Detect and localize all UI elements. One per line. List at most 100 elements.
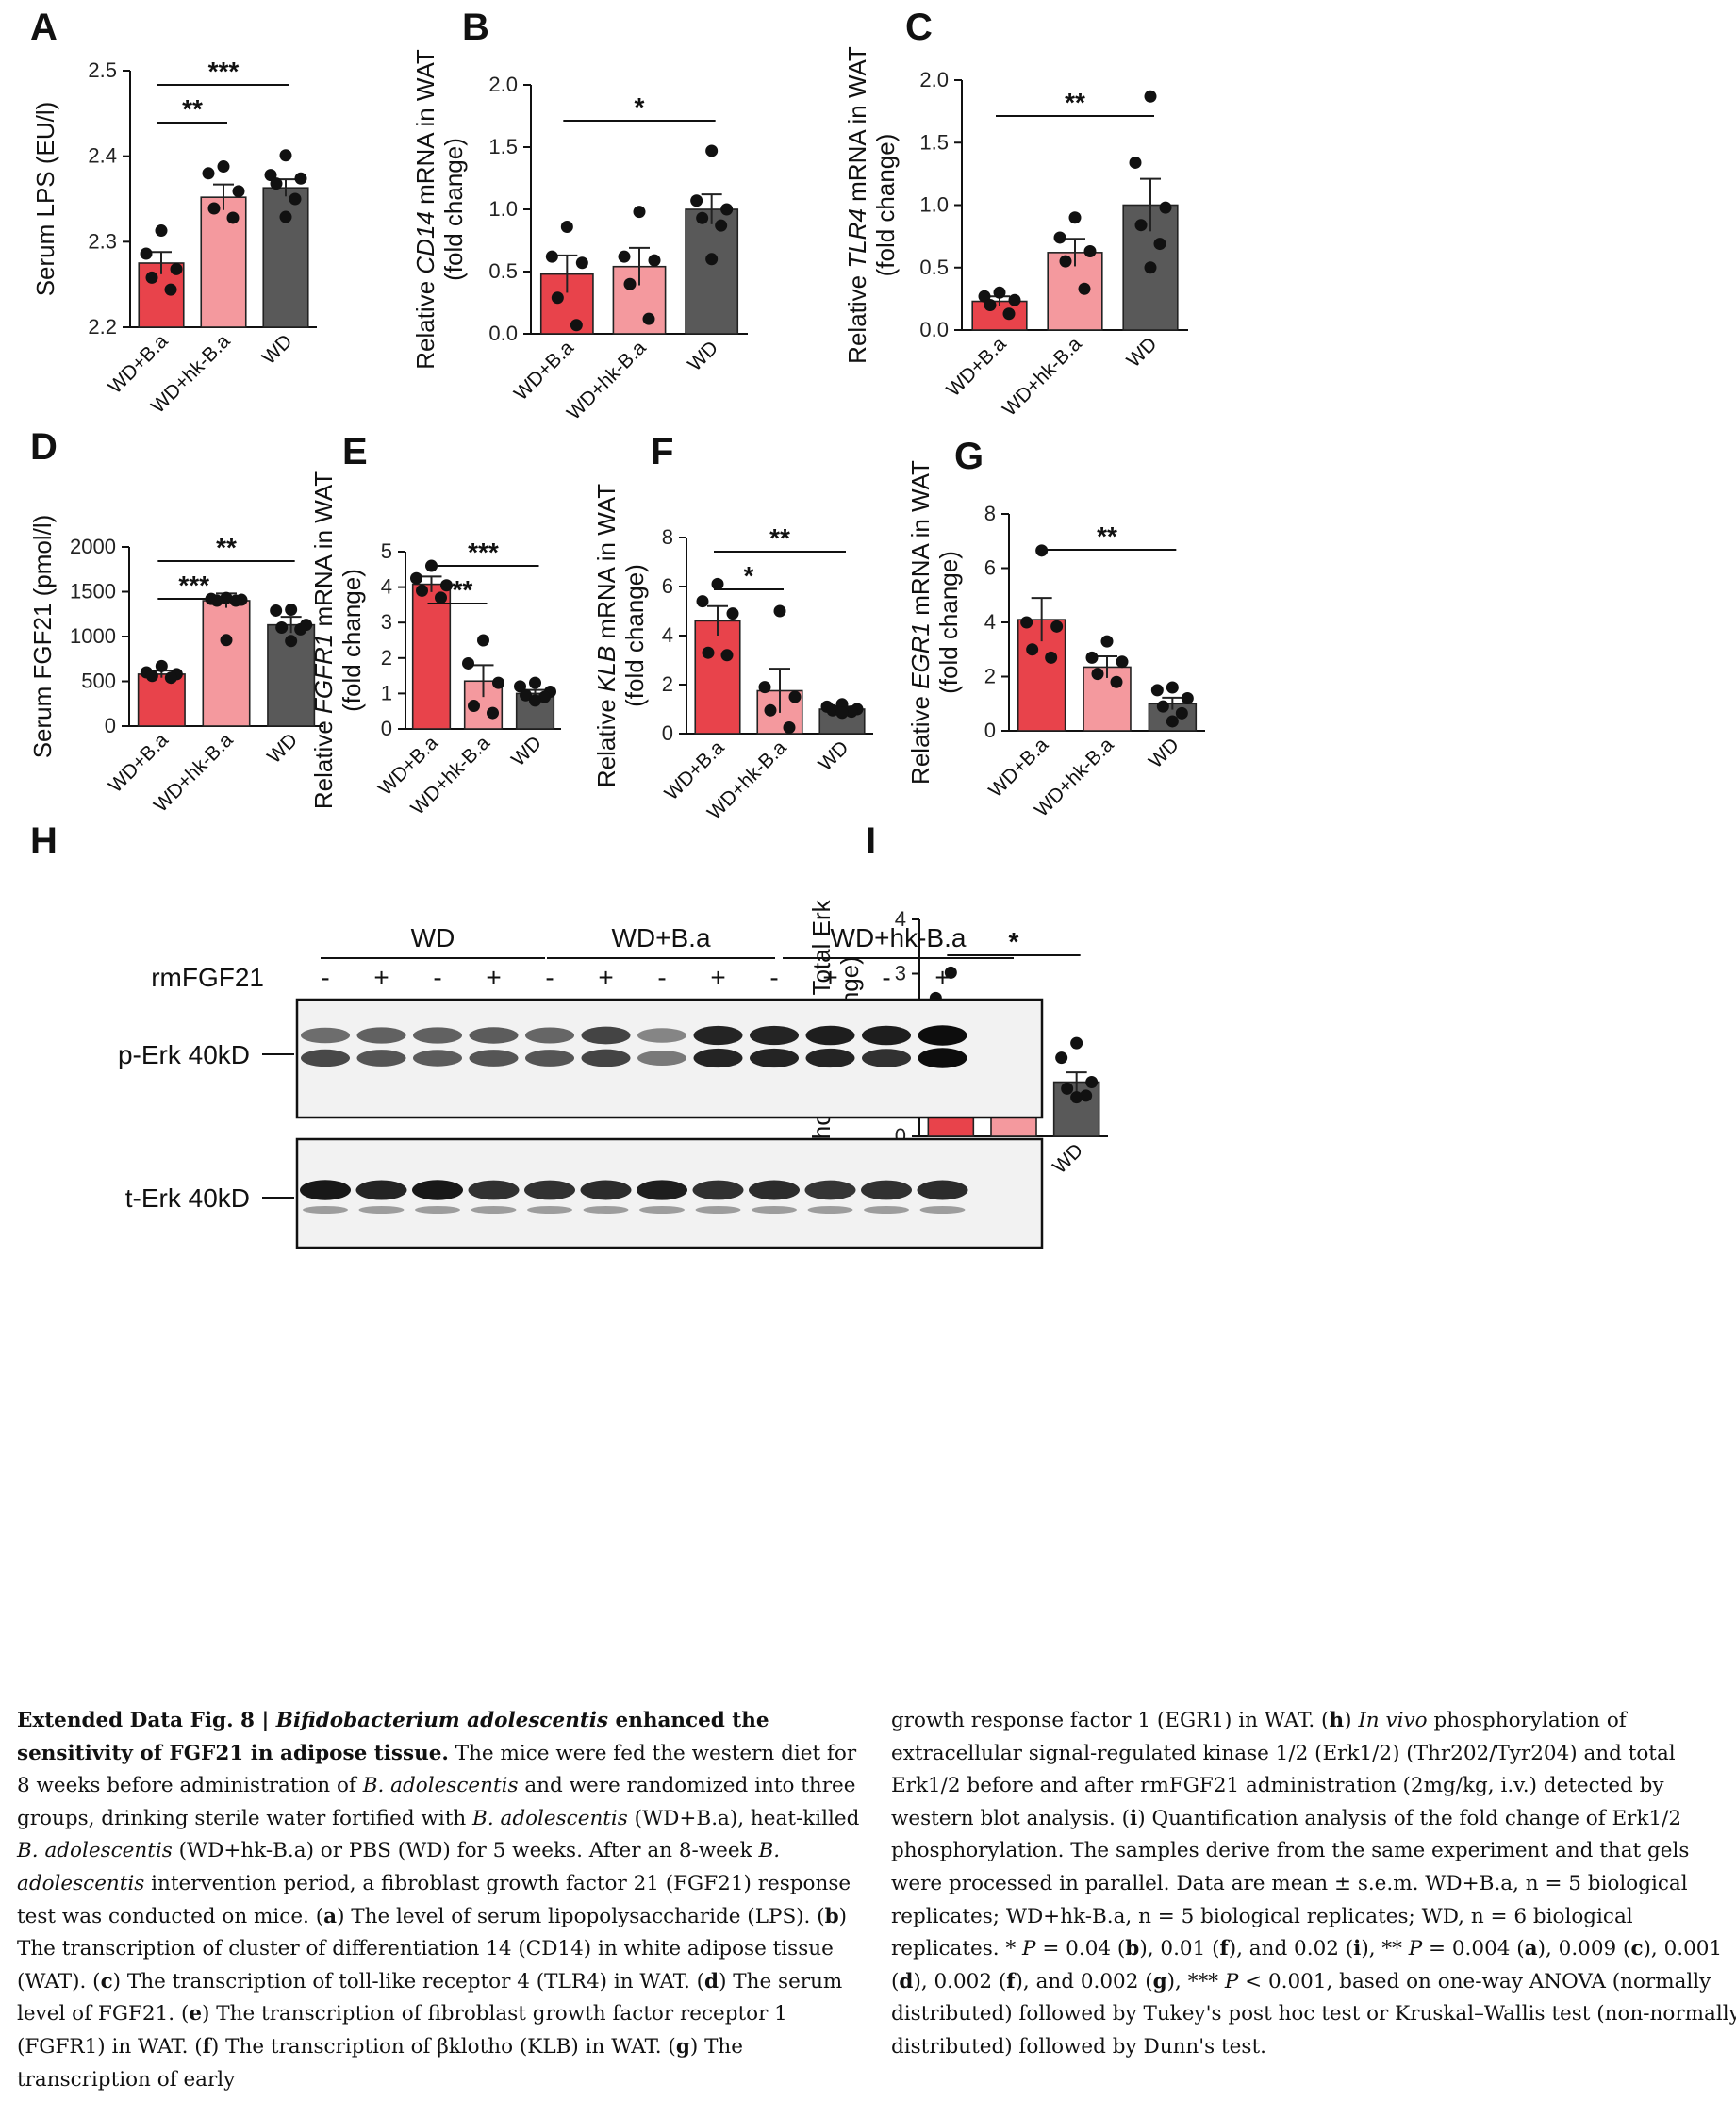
y-tick-label: 3 bbox=[381, 610, 392, 634]
y-tick-label: 5 bbox=[381, 539, 392, 563]
y-axis-label-line2: (fold change) bbox=[871, 134, 900, 277]
data-point bbox=[1080, 1089, 1093, 1102]
caption-left-column: Extended Data Fig. 8 | Bifidobacterium a… bbox=[17, 1705, 870, 2096]
data-point bbox=[1059, 255, 1072, 268]
terk-band bbox=[355, 1180, 407, 1200]
terk-band bbox=[749, 1180, 800, 1200]
caption-run: (WD+B.a), heat-killed bbox=[627, 1806, 860, 1830]
data-point bbox=[1159, 201, 1172, 214]
terk-band-faint bbox=[471, 1206, 517, 1214]
data-point bbox=[1061, 1082, 1074, 1095]
caption-run: B. adolescentis bbox=[17, 1839, 781, 1895]
terk-band-faint bbox=[527, 1206, 572, 1214]
caption-run: ) The transcription of toll-like recepto… bbox=[112, 1969, 705, 1993]
data-point bbox=[696, 211, 709, 224]
caption-run: phosphorylation of extracellular signal-… bbox=[891, 1709, 1676, 1830]
y-tick-label: 2.4 bbox=[88, 144, 117, 168]
data-point bbox=[210, 594, 223, 607]
data-point bbox=[1053, 231, 1066, 244]
lane-sign: - bbox=[433, 963, 441, 992]
data-point bbox=[1020, 616, 1033, 629]
y-tick-label: 1.5 bbox=[488, 135, 518, 158]
category-label: WD+hk-B.a bbox=[563, 337, 651, 424]
caption-right-text: growth response factor 1 (EGR1) in WAT. … bbox=[891, 1705, 1736, 2064]
terk-band bbox=[468, 1180, 520, 1200]
y-axis-label-line2: (fold change) bbox=[338, 569, 366, 712]
caption-run: ) The level of serum lipopolysaccharide … bbox=[337, 1904, 825, 1928]
significance-label: ** bbox=[216, 533, 237, 562]
data-point bbox=[702, 646, 715, 659]
data-point bbox=[468, 700, 480, 713]
perk-band-lower bbox=[637, 1050, 686, 1066]
lane-sign: + bbox=[822, 963, 837, 992]
bar-wd bbox=[262, 187, 309, 328]
data-point bbox=[1070, 1036, 1083, 1050]
significance-label: *** bbox=[442, 575, 473, 604]
data-point bbox=[285, 635, 298, 648]
data-point bbox=[270, 177, 283, 190]
blot-row-label: t-Erk 40kD bbox=[125, 1183, 250, 1213]
blot-row-label: p-Erk 40kD bbox=[118, 1040, 250, 1069]
perk-band-lower bbox=[301, 1049, 350, 1067]
significance-label: ** bbox=[182, 94, 203, 124]
terk-band-faint bbox=[358, 1206, 405, 1214]
caption-run: e bbox=[189, 2002, 203, 2027]
y-tick-label: 0.0 bbox=[919, 318, 949, 341]
caption-run: The mice were fed the western diet for 8… bbox=[17, 1741, 857, 1798]
data-point bbox=[140, 247, 153, 260]
data-point bbox=[835, 706, 849, 720]
terk-band bbox=[692, 1180, 744, 1200]
terk-band-faint bbox=[864, 1206, 909, 1214]
y-tick-label: 1500 bbox=[70, 580, 116, 604]
caption-run: and were randomized into three groups, d… bbox=[17, 1774, 856, 1830]
lane-sign: + bbox=[486, 963, 501, 992]
caption-run: ), ** bbox=[1361, 1937, 1409, 1961]
caption-run: (WD+hk-B.a) or PBS (WD) for 5 weeks. Aft… bbox=[172, 1839, 759, 1863]
panel-h-western-blot: H WD WD+B.a WD+hk-B.a rmFGF21 - + - + - + - + - + - + p-E… bbox=[30, 820, 1044, 1249]
lane-sign: + bbox=[598, 963, 613, 992]
data-point bbox=[764, 703, 777, 717]
category-label: WD bbox=[1123, 333, 1162, 372]
lane-sign: - bbox=[545, 963, 554, 992]
y-axis-label-line2: (fold change) bbox=[620, 564, 649, 707]
perk-band-lower bbox=[750, 1048, 799, 1068]
data-point bbox=[1110, 675, 1123, 688]
terk-band bbox=[300, 1180, 351, 1200]
data-point bbox=[648, 254, 661, 267]
bar-wd-b-a bbox=[539, 273, 594, 335]
category-label: WD+B.a bbox=[984, 734, 1052, 802]
data-point bbox=[1083, 245, 1097, 258]
caption-run: d bbox=[899, 1969, 914, 1993]
terk-band-faint bbox=[303, 1206, 348, 1214]
category-label: WD+B.a bbox=[105, 729, 173, 797]
significance-label: ** bbox=[769, 523, 790, 553]
category-label: WD+B.a bbox=[943, 333, 1011, 401]
caption-run: B. adolescentis bbox=[362, 1774, 519, 1798]
caption-run: In vivo bbox=[1358, 1709, 1428, 1732]
data-point bbox=[279, 210, 292, 223]
caption-run: a bbox=[1524, 1937, 1538, 1961]
data-point bbox=[845, 705, 858, 719]
caption-run: enhanced the sensitivity of FGF21 in adi… bbox=[17, 1709, 769, 1765]
data-point bbox=[270, 604, 283, 617]
category-label: WD+B.a bbox=[510, 337, 578, 405]
terk-band-faint bbox=[807, 1206, 853, 1214]
caption-run: c bbox=[100, 1969, 113, 1993]
blot-group-label: WD+B.a bbox=[611, 923, 710, 952]
data-point bbox=[690, 194, 703, 207]
data-point bbox=[1144, 261, 1157, 274]
data-point bbox=[202, 167, 215, 180]
caption-run: i bbox=[1353, 1937, 1362, 1961]
data-point bbox=[1070, 1091, 1083, 1104]
panel-d-chart: D 0 500 1000 1500 2000 Serum FGF21 (pmol/l) WD+… bbox=[28, 426, 323, 817]
terk-band bbox=[804, 1180, 856, 1200]
caption-run: ) The transcription of cluster of differ… bbox=[17, 1904, 848, 1993]
caption-run: Bifidobacterium adolescentis bbox=[275, 1709, 609, 1732]
lane-sign: - bbox=[321, 963, 329, 992]
data-point bbox=[1166, 681, 1179, 694]
y-tick-label: 0 bbox=[381, 717, 392, 740]
data-point bbox=[226, 211, 240, 224]
data-point bbox=[1175, 706, 1188, 720]
panel-label: B bbox=[462, 7, 489, 48]
y-tick-label: 2.0 bbox=[488, 73, 518, 96]
